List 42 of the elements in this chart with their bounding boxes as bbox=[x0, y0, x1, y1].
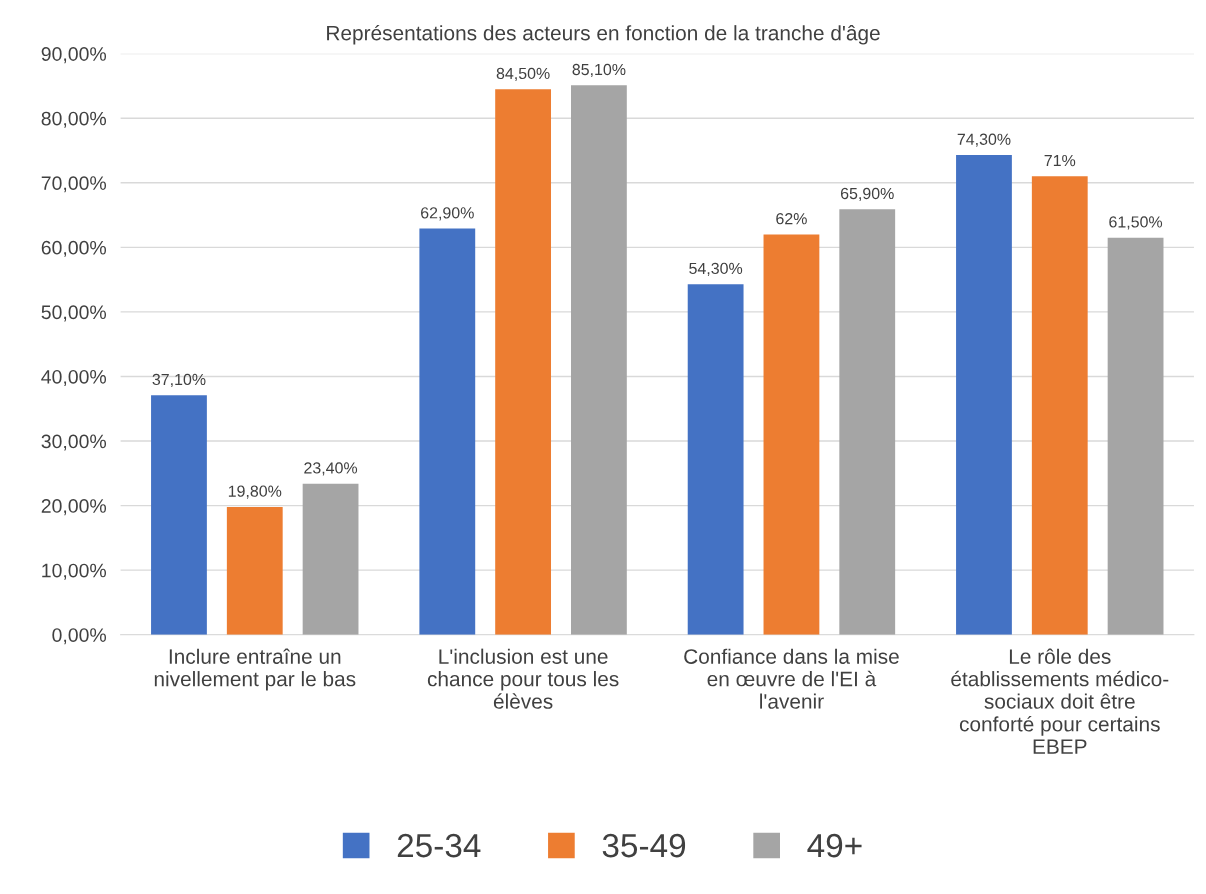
bar bbox=[151, 395, 207, 635]
y-tick-label: 90,00% bbox=[41, 47, 107, 64]
bar bbox=[495, 89, 552, 635]
y-tick-label: 40,00% bbox=[41, 369, 107, 387]
data-label: 74,30% bbox=[957, 133, 1011, 147]
legend-label: 25-34 bbox=[397, 833, 481, 858]
bar bbox=[226, 506, 283, 635]
data-label: 54,30% bbox=[689, 262, 743, 276]
y-tick-label: 10,00% bbox=[42, 563, 107, 580]
bar bbox=[571, 85, 627, 635]
bar bbox=[1031, 176, 1088, 635]
y-tick-label: 60,00% bbox=[41, 240, 107, 257]
legend-label: 35-49 bbox=[602, 833, 686, 858]
bar bbox=[763, 234, 820, 635]
y-tick-label: 80,00% bbox=[41, 111, 107, 128]
data-label: 85,10% bbox=[572, 63, 626, 78]
data-label: 37,10% bbox=[152, 373, 206, 387]
data-label: 62,90% bbox=[421, 207, 474, 221]
data-label: 65,90% bbox=[840, 187, 894, 202]
bar bbox=[839, 209, 896, 635]
y-tick-label: 50,00% bbox=[41, 305, 107, 322]
y-tick-label: 0,00% bbox=[52, 628, 107, 645]
data-label: 84,50% bbox=[496, 67, 550, 81]
y-tick-label: 30,00% bbox=[41, 434, 107, 451]
data-label: 61,50% bbox=[1109, 216, 1163, 230]
bar bbox=[419, 228, 476, 635]
data-label: 19,80% bbox=[228, 485, 282, 499]
bar bbox=[1107, 237, 1164, 635]
x-tick-label: Confiance dans la mise en œuvre de l'EI à l'avenir bbox=[684, 648, 899, 709]
bar bbox=[687, 284, 744, 635]
bar bbox=[302, 483, 359, 635]
y-tick-label: 20,00% bbox=[41, 499, 107, 516]
bar bbox=[956, 155, 1012, 635]
chart-title: Représentations des acteurs en fonction de la tranche d'âge bbox=[327, 24, 880, 45]
data-label: 71% bbox=[1044, 154, 1076, 167]
legend-label: 49+ bbox=[807, 833, 862, 858]
data-label: 62% bbox=[776, 213, 807, 225]
data-label: 23,40% bbox=[304, 462, 358, 476]
y-tick-label: 70,00% bbox=[41, 176, 107, 193]
x-tick-label: L'inclusion est une chance pour tous les élèves bbox=[427, 648, 619, 709]
x-tick-label: Inclure entraîne un nivellement par le bas bbox=[154, 648, 356, 691]
x-tick-label: Le rôle des établissements médico- sociaux doit être conforté pour certains EBEP bbox=[951, 648, 1169, 754]
